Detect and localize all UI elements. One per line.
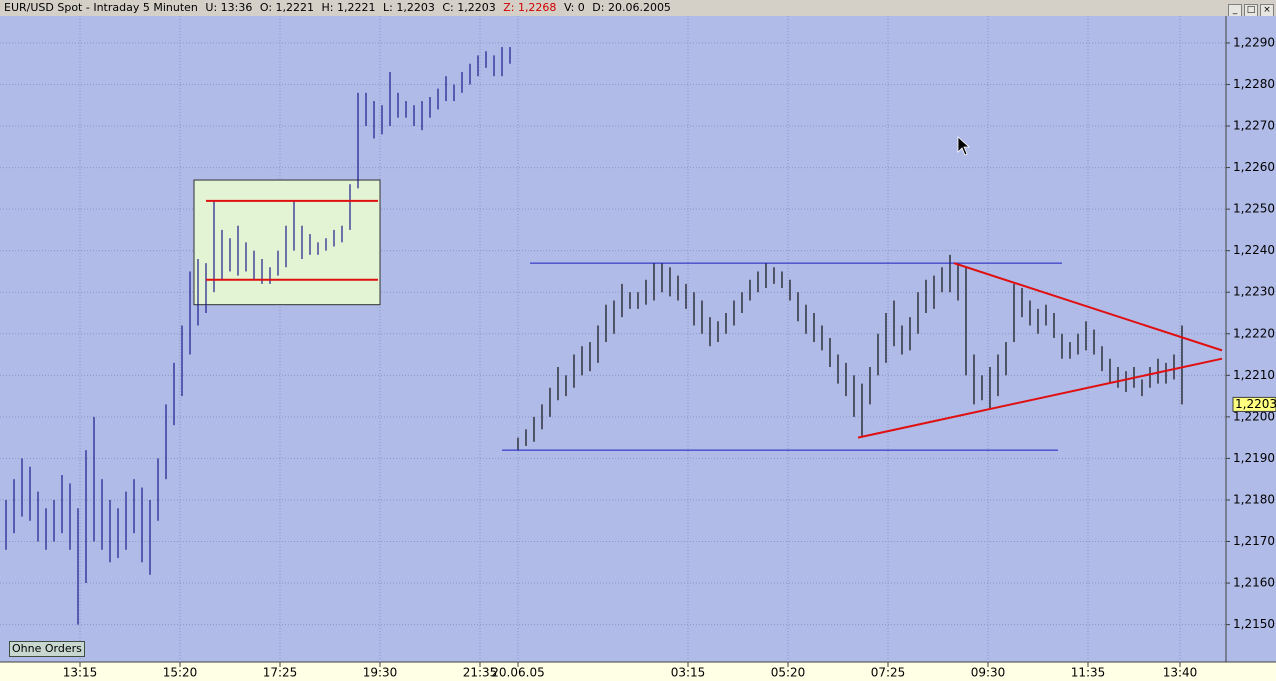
last-price-box	[1232, 396, 1276, 412]
x-tick-label: 11:35	[1071, 666, 1106, 680]
y-tick-label: 1,2290	[1233, 35, 1275, 49]
x-tick-label: 15:20	[163, 666, 198, 680]
info: U: 13:36	[205, 1, 253, 14]
info: D: 20.06.2005	[592, 1, 671, 14]
y-tick-label: 1,2230	[1233, 285, 1275, 299]
orders-button[interactable]: Ohne Orders	[9, 641, 85, 657]
last-price-label: 1,2203	[1235, 397, 1276, 411]
x-tick-label: 17:25	[263, 666, 298, 680]
x-tick-label: 13:15	[63, 666, 98, 680]
trend-line	[953, 262, 1223, 352]
x-tick-label: 20.06.05	[491, 666, 544, 680]
info: H: 1,2221	[321, 1, 376, 14]
y-tick-label: 1,2270	[1233, 119, 1275, 133]
y-tick-label: 1,2210	[1233, 368, 1275, 382]
info: L: 1,2203	[383, 1, 435, 14]
trend-line	[857, 357, 1223, 439]
y-tick-label: 1,2200	[1233, 409, 1275, 423]
x-tick-label: 19:30	[363, 666, 398, 680]
x-tick-label: 05:20	[771, 666, 806, 680]
info: C: 1,2203	[442, 1, 496, 14]
y-tick-label: 1,2240	[1233, 243, 1275, 257]
plot-area	[0, 16, 1276, 662]
x-tick-label: 21:35	[463, 666, 498, 680]
x-tick-label: 09:30	[971, 666, 1006, 680]
y-tick-label: 1,2220	[1233, 326, 1275, 340]
y-tick-label: 1,2180	[1233, 492, 1275, 506]
x-axis-area	[0, 662, 1276, 681]
x-tick-label: 13:40	[1163, 666, 1198, 680]
y-tick-label: 1,2250	[1233, 202, 1275, 216]
cursor	[957, 136, 971, 156]
y-tick-label: 1,2280	[1233, 77, 1275, 91]
y-tick-label: 1,2260	[1233, 160, 1275, 174]
info: Z: 1,2268	[503, 1, 557, 14]
x-tick-label: 07:25	[871, 666, 906, 680]
info: V: 0	[563, 1, 585, 14]
info: O: 1,2221	[259, 1, 315, 14]
y-tick-label: 1,2150	[1233, 617, 1275, 631]
x-tick-label: 03:15	[671, 666, 706, 680]
y-tick-label: 1,2160	[1233, 576, 1275, 590]
y-tick-label: 1,2190	[1233, 451, 1275, 465]
y-tick-label: 1,2170	[1233, 534, 1275, 548]
header-title: EUR/USD Spot - Intraday 5 Minuten	[4, 1, 198, 14]
